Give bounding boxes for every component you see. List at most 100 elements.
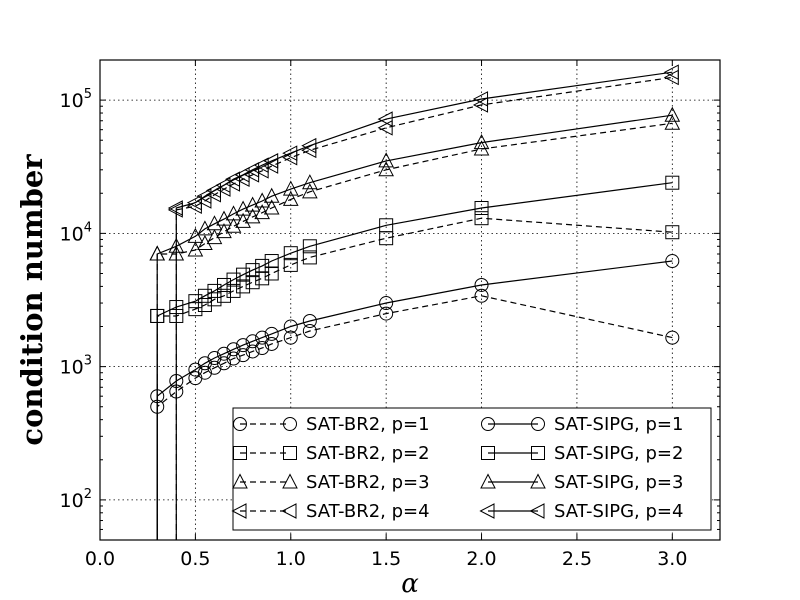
data-point-marker xyxy=(255,330,270,345)
data-point-marker xyxy=(188,362,203,377)
x-tick-label: 1.5 xyxy=(371,548,401,570)
x-tick-label: 2.5 xyxy=(562,548,592,570)
data-point-marker xyxy=(197,288,212,303)
data-point-marker xyxy=(226,283,241,298)
data-point-marker xyxy=(479,503,495,519)
y-tick-label: 105 xyxy=(60,87,92,112)
legend: SAT-BR2, p=1 SAT-BR2, p=2 SAT-BR2, p=3 SAT-… xyxy=(231,407,712,531)
data-point-marker xyxy=(149,245,166,261)
series-7 xyxy=(149,106,681,540)
data-point-marker xyxy=(481,417,495,431)
data-point-marker xyxy=(197,298,212,313)
data-point-marker xyxy=(167,200,183,216)
data-point-marker xyxy=(217,346,231,361)
legend-item: SAT-SIPG, p=4 xyxy=(479,501,683,522)
data-point-marker xyxy=(224,171,241,188)
series-line xyxy=(156,260,673,540)
data-point-marker xyxy=(264,326,279,341)
data-point-marker xyxy=(281,503,297,519)
series-line xyxy=(156,114,673,540)
data-point-marker xyxy=(207,283,222,298)
legend-label: SAT-SIPG, p=1 xyxy=(554,414,683,435)
data-point-marker xyxy=(217,288,231,303)
data-point-marker xyxy=(530,473,546,489)
data-point-marker xyxy=(379,306,394,321)
data-point-marker xyxy=(283,330,298,345)
data-point-marker xyxy=(205,182,221,199)
data-point-marker xyxy=(264,254,279,269)
data-point-marker xyxy=(233,446,247,460)
legend-box xyxy=(232,407,712,531)
grid xyxy=(100,60,720,540)
plot-frame xyxy=(99,59,721,541)
x-tick-label: 3.0 xyxy=(657,548,687,570)
data-point-marker xyxy=(665,330,680,345)
series-6 xyxy=(150,175,680,540)
y-tick-label: 103 xyxy=(60,354,92,379)
series-line xyxy=(156,295,673,540)
legend-label: SAT-BR2, p=1 xyxy=(306,414,430,435)
data-point-marker xyxy=(245,275,260,290)
x-tick-label: 1.0 xyxy=(276,548,306,570)
data-point-marker xyxy=(665,254,680,269)
data-point-marker xyxy=(188,302,203,317)
data-point-marker xyxy=(255,271,270,286)
legend-item: SAT-BR2, p=2 xyxy=(233,443,430,464)
series-layer xyxy=(149,64,681,540)
legend-item: SAT-BR2, p=1 xyxy=(233,414,430,435)
data-point-marker xyxy=(302,324,317,339)
data-point-marker xyxy=(283,417,297,431)
data-point-marker xyxy=(282,473,298,489)
data-point-marker xyxy=(207,292,222,307)
data-point-marker xyxy=(282,190,299,206)
data-point-marker xyxy=(302,174,318,190)
data-point-marker xyxy=(215,177,231,193)
y-tick-label: 104 xyxy=(60,220,92,245)
data-point-marker xyxy=(245,344,260,359)
data-point-marker xyxy=(529,503,545,519)
x-tick-label: 0.5 xyxy=(180,548,210,570)
data-point-marker xyxy=(474,277,489,292)
data-point-marker xyxy=(664,106,681,122)
x-tick-label: 2.0 xyxy=(466,548,496,570)
data-point-marker xyxy=(226,342,241,357)
series-line xyxy=(156,122,673,540)
data-point-marker xyxy=(531,417,545,431)
legend-label: SAT-BR2, p=2 xyxy=(306,443,430,464)
data-point-marker xyxy=(264,266,279,281)
legend-label: SAT-SIPG, p=3 xyxy=(554,472,683,493)
data-point-marker xyxy=(283,257,298,272)
data-point-marker xyxy=(283,246,298,261)
data-point-marker xyxy=(663,64,679,81)
data-point-marker xyxy=(481,446,495,460)
data-point-marker xyxy=(664,114,681,130)
legend-item: SAT-BR2, p=3 xyxy=(232,472,430,493)
y-axis-label: condition number xyxy=(15,154,49,446)
data-point-marker xyxy=(378,152,394,168)
data-point-marker xyxy=(473,134,490,150)
data-point-marker xyxy=(379,296,394,311)
series-line xyxy=(175,76,673,540)
series-8 xyxy=(167,64,679,540)
data-point-marker xyxy=(231,503,247,519)
data-point-marker xyxy=(226,351,241,366)
data-point-marker xyxy=(217,277,231,292)
data-point-marker xyxy=(665,175,680,190)
data-point-marker xyxy=(472,91,489,107)
legend-label: SAT-BR2, p=4 xyxy=(306,501,430,522)
data-point-marker xyxy=(263,153,279,169)
legend-label: SAT-SIPG, p=4 xyxy=(554,501,683,522)
data-point-marker xyxy=(302,313,317,328)
data-point-marker xyxy=(302,250,317,265)
data-point-marker xyxy=(188,294,203,309)
data-point-marker xyxy=(187,227,204,243)
series-1 xyxy=(150,288,680,540)
data-point-marker xyxy=(197,365,212,380)
data-point-marker xyxy=(245,263,260,278)
data-point-marker xyxy=(282,145,298,161)
data-point-marker xyxy=(186,194,202,211)
data-point-marker xyxy=(234,167,250,183)
legend-item: SAT-SIPG, p=1 xyxy=(481,414,683,435)
data-point-marker xyxy=(236,267,251,282)
